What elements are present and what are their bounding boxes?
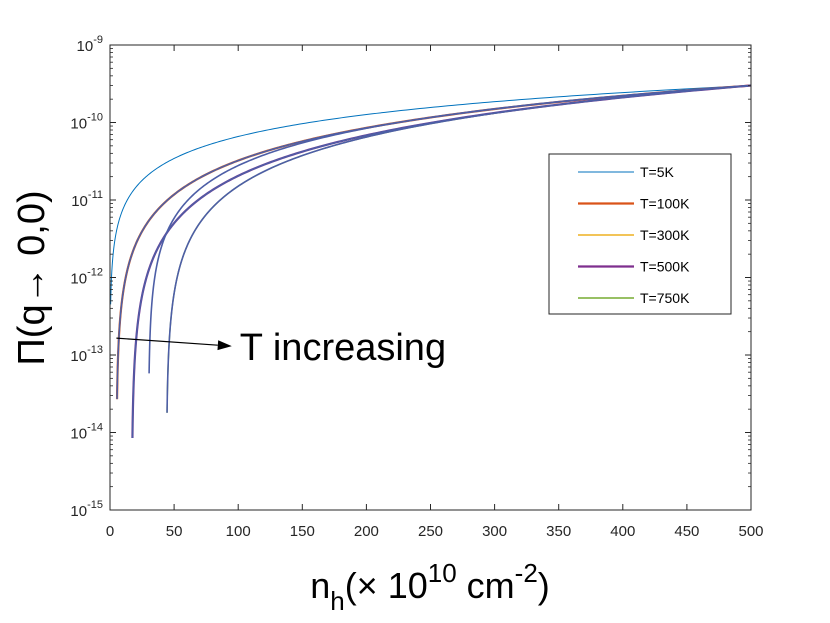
y-tick-label: 10-12 — [70, 267, 103, 288]
y-axis-title: Π(q→ 0,0) — [11, 190, 53, 365]
x-tick-label: 50 — [166, 523, 183, 540]
series-lines — [110, 84, 752, 438]
series-line-t-5k — [110, 85, 752, 305]
legend-label: T=5K — [640, 164, 675, 180]
legend-label: T=500K — [640, 259, 690, 275]
series-line-overlay-2 — [148, 84, 752, 374]
y-tick-label: 10-13 — [70, 344, 103, 365]
y-tick-label: 10-10 — [70, 112, 103, 133]
x-axis-title: nh(× 1010 cm-2) — [310, 558, 550, 616]
y-tick-label: 10-14 — [70, 422, 103, 443]
annotation: T increasing — [116, 327, 446, 369]
y-tick-label: 10-9 — [77, 34, 103, 55]
x-tick-label: 350 — [546, 523, 571, 540]
x-axis-ticks: 0 50 100 150 200 250 300 350 400 450 500 — [106, 45, 764, 540]
x-tick-label: 150 — [290, 523, 315, 540]
x-tick-label: 200 — [354, 523, 379, 540]
legend-label: T=750K — [640, 290, 690, 306]
legend: T=5K T=100K T=300K T=500K T=750K — [548, 153, 732, 315]
annotation-arrowhead — [217, 340, 232, 351]
x-tick-label: 300 — [482, 523, 507, 540]
x-tick-label: 0 — [106, 523, 114, 540]
x-tick-label: 100 — [226, 523, 251, 540]
x-tick-label: 500 — [738, 523, 763, 540]
legend-label: T=300K — [640, 227, 690, 243]
legend-label: T=100K — [640, 196, 690, 212]
annotation-text: T increasing — [240, 327, 446, 369]
y-tick-label: 10-15 — [70, 499, 103, 520]
y-axis-ticks: 10-15 10-14 10-13 10-12 10-11 10-10 10-9 — [70, 34, 751, 520]
annotation-arrow — [116, 337, 218, 346]
x-tick-label: 250 — [418, 523, 443, 540]
y-tick-label: 10-11 — [71, 189, 103, 210]
series-line-overlay-3 — [166, 84, 752, 413]
x-tick-label: 400 — [610, 523, 635, 540]
x-tick-label: 450 — [674, 523, 699, 540]
